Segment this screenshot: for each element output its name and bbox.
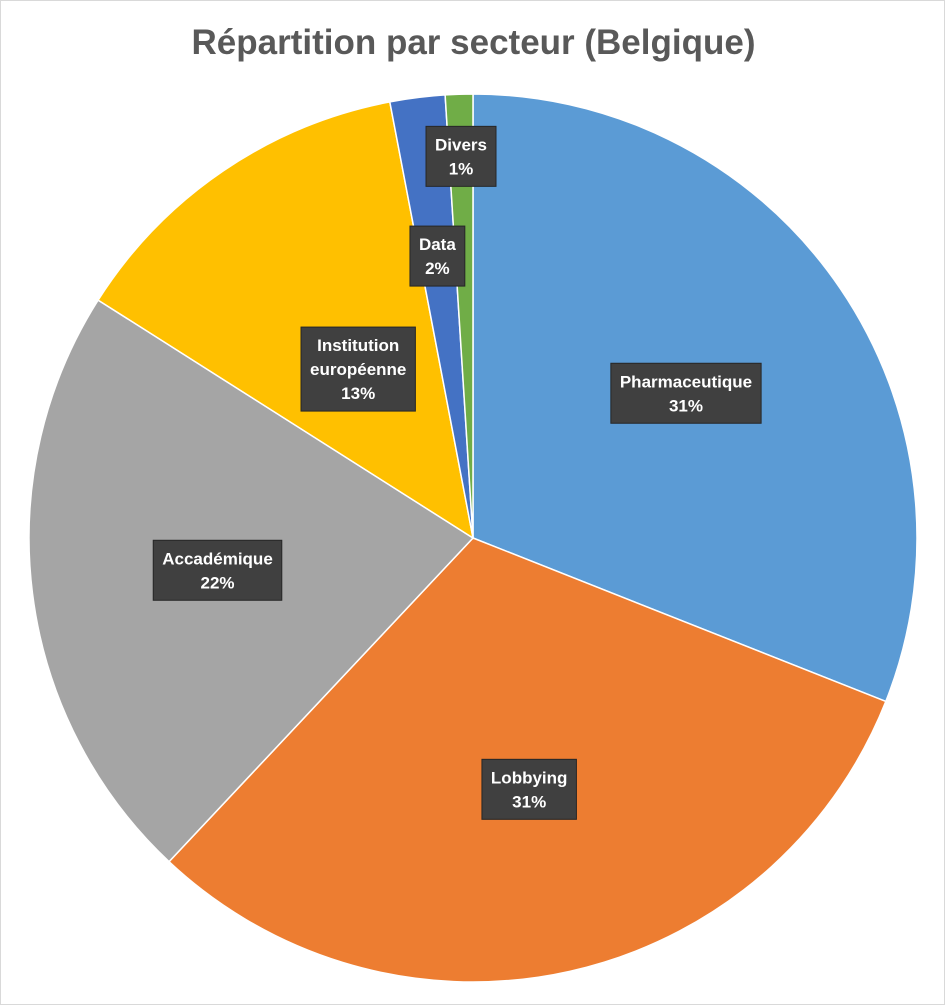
data-label-box bbox=[152, 539, 283, 601]
data-label-category: Data bbox=[419, 235, 456, 254]
data-label-institution-europeenne: Institution européenne 13% bbox=[300, 326, 416, 412]
data-label-box bbox=[610, 362, 762, 424]
labels-layer: Pharmaceutique 31% Lobbying 31% Accadémique 2… bbox=[152, 125, 762, 820]
data-label-data: Data 2% bbox=[409, 225, 466, 287]
data-label-value: 13% bbox=[341, 384, 375, 403]
data-label-value: 31% bbox=[669, 396, 703, 415]
data-label-lobbying: Lobbying 31% bbox=[481, 758, 577, 820]
chart-title: Répartition par secteur (Belgique) bbox=[191, 23, 756, 62]
data-label-category: Lobbying bbox=[491, 768, 567, 787]
data-label-value: 31% bbox=[512, 792, 546, 811]
data-label-divers: Divers 1% bbox=[425, 125, 497, 187]
data-label-accademique: Accadémique 22% bbox=[152, 539, 283, 601]
data-label-pharmaceutique: Pharmaceutique 31% bbox=[610, 362, 762, 424]
data-label-category: Institution bbox=[317, 336, 399, 355]
data-label-value: 1% bbox=[449, 159, 474, 178]
pie-slice-divers bbox=[444, 93, 474, 539]
pie-slice-institution-europeenne bbox=[97, 100, 475, 540]
slices-layer bbox=[28, 93, 918, 983]
data-label-category: européenne bbox=[310, 360, 406, 379]
data-label-value: 22% bbox=[200, 573, 234, 592]
data-label-category: Accadémique bbox=[162, 549, 273, 568]
data-label-value: 2% bbox=[425, 259, 450, 278]
data-label-box bbox=[409, 225, 466, 287]
data-label-box bbox=[481, 758, 577, 820]
data-label-category: Pharmaceutique bbox=[620, 372, 752, 391]
data-label-category: Divers bbox=[435, 135, 487, 154]
data-label-box bbox=[425, 125, 497, 187]
data-label-box bbox=[300, 326, 416, 412]
